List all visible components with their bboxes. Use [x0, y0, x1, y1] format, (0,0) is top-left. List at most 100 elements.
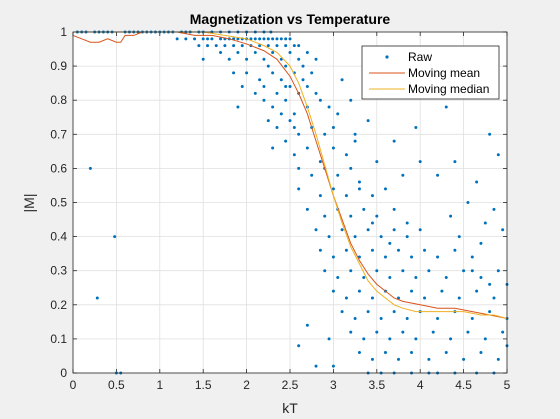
raw-point: [431, 330, 435, 334]
raw-point: [379, 316, 383, 320]
raw-point: [397, 357, 400, 361]
raw-point: [305, 50, 309, 54]
raw-point: [375, 330, 379, 334]
raw-point: [462, 357, 466, 361]
raw-point: [297, 44, 301, 48]
raw-point: [301, 78, 305, 82]
raw-point: [418, 228, 422, 232]
raw-point: [483, 221, 487, 225]
raw-point: [353, 316, 357, 320]
raw-point: [284, 85, 288, 89]
raw-point: [344, 248, 348, 252]
raw-point: [479, 351, 483, 355]
raw-point: [436, 173, 440, 177]
raw-point: [457, 235, 461, 239]
raw-point: [184, 37, 188, 41]
raw-point: [444, 276, 448, 280]
y-tick-label: 0.2: [50, 298, 67, 312]
raw-point: [262, 85, 266, 89]
raw-point: [297, 132, 301, 136]
raw-point: [310, 173, 314, 177]
raw-point: [314, 364, 318, 368]
raw-point: [336, 112, 340, 116]
raw-point: [414, 337, 418, 341]
raw-point: [318, 160, 322, 164]
raw-point: [349, 214, 353, 218]
raw-point: [258, 78, 262, 82]
raw-point: [370, 296, 374, 300]
y-tick-label: 0: [60, 366, 67, 380]
raw-point: [201, 37, 205, 41]
raw-point: [245, 71, 249, 75]
raw-point: [232, 44, 236, 48]
raw-point: [240, 85, 244, 89]
raw-point: [318, 248, 322, 252]
raw-point: [193, 37, 197, 41]
raw-point: [314, 91, 318, 95]
raw-point: [275, 44, 279, 48]
raw-point: [279, 78, 283, 82]
raw-point: [197, 44, 201, 48]
axes-box: [72, 31, 508, 374]
raw-point: [492, 207, 496, 211]
raw-point: [236, 105, 240, 109]
raw-point: [449, 214, 453, 218]
raw-point: [370, 194, 374, 198]
raw-point: [340, 78, 344, 82]
legend: Raw Moving mean Moving median: [361, 45, 500, 100]
legend-label-moving-mean: Moving mean: [408, 66, 480, 80]
raw-point: [314, 228, 318, 232]
raw-point: [405, 235, 409, 239]
raw-point: [414, 125, 418, 129]
raw-point: [266, 44, 270, 48]
raw-point: [310, 71, 314, 75]
raw-point: [388, 337, 392, 341]
raw-point: [331, 289, 335, 293]
raw-point: [496, 153, 500, 157]
raw-point: [288, 50, 292, 54]
raw-point: [292, 125, 296, 129]
raw-point: [279, 112, 283, 116]
y-tick-label: 0.7: [50, 127, 67, 141]
raw-point: [397, 248, 400, 252]
raw-point: [401, 269, 405, 273]
raw-point: [392, 228, 396, 232]
raw-point: [275, 125, 279, 129]
raw-point: [266, 64, 270, 68]
raw-point: [331, 255, 335, 259]
raw-point: [258, 37, 262, 41]
raw-point: [423, 248, 427, 252]
x-axis-label: kT: [282, 400, 298, 416]
raw-point: [349, 98, 353, 102]
raw-point: [305, 146, 309, 150]
raw-point: [401, 330, 405, 334]
raw-point: [227, 57, 231, 61]
raw-point: [470, 269, 474, 273]
raw-point: [240, 44, 244, 48]
moving-mean-line: [72, 31, 508, 319]
x-tick-label: 0.5: [108, 378, 125, 392]
raw-point: [288, 37, 292, 41]
raw-point: [275, 37, 279, 41]
raw-point: [232, 71, 236, 75]
chart-title: Magnetization vs Temperature: [190, 11, 391, 27]
raw-point: [388, 276, 392, 280]
raw-point: [336, 276, 340, 280]
raw-point: [349, 269, 353, 273]
raw-point: [201, 57, 205, 61]
raw-point: [410, 351, 414, 355]
raw-point: [423, 296, 427, 300]
raw-point: [357, 180, 361, 184]
raw-point: [253, 50, 257, 54]
raw-point: [475, 180, 479, 184]
raw-point: [275, 91, 279, 95]
legend-marker-raw: [385, 55, 389, 59]
raw-point: [501, 228, 505, 232]
raw-point: [453, 160, 457, 164]
raw-point: [219, 50, 223, 54]
raw-point: [258, 44, 262, 48]
raw-point: [301, 64, 305, 68]
raw-point: [383, 255, 387, 259]
raw-point: [427, 357, 431, 361]
raw-point: [488, 310, 492, 314]
